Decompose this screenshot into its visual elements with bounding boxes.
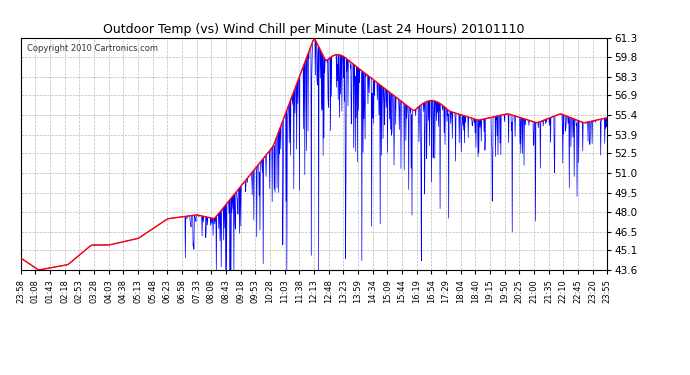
Title: Outdoor Temp (vs) Wind Chill per Minute (Last 24 Hours) 20101110: Outdoor Temp (vs) Wind Chill per Minute … (104, 23, 524, 36)
Text: Copyright 2010 Cartronics.com: Copyright 2010 Cartronics.com (26, 45, 157, 54)
